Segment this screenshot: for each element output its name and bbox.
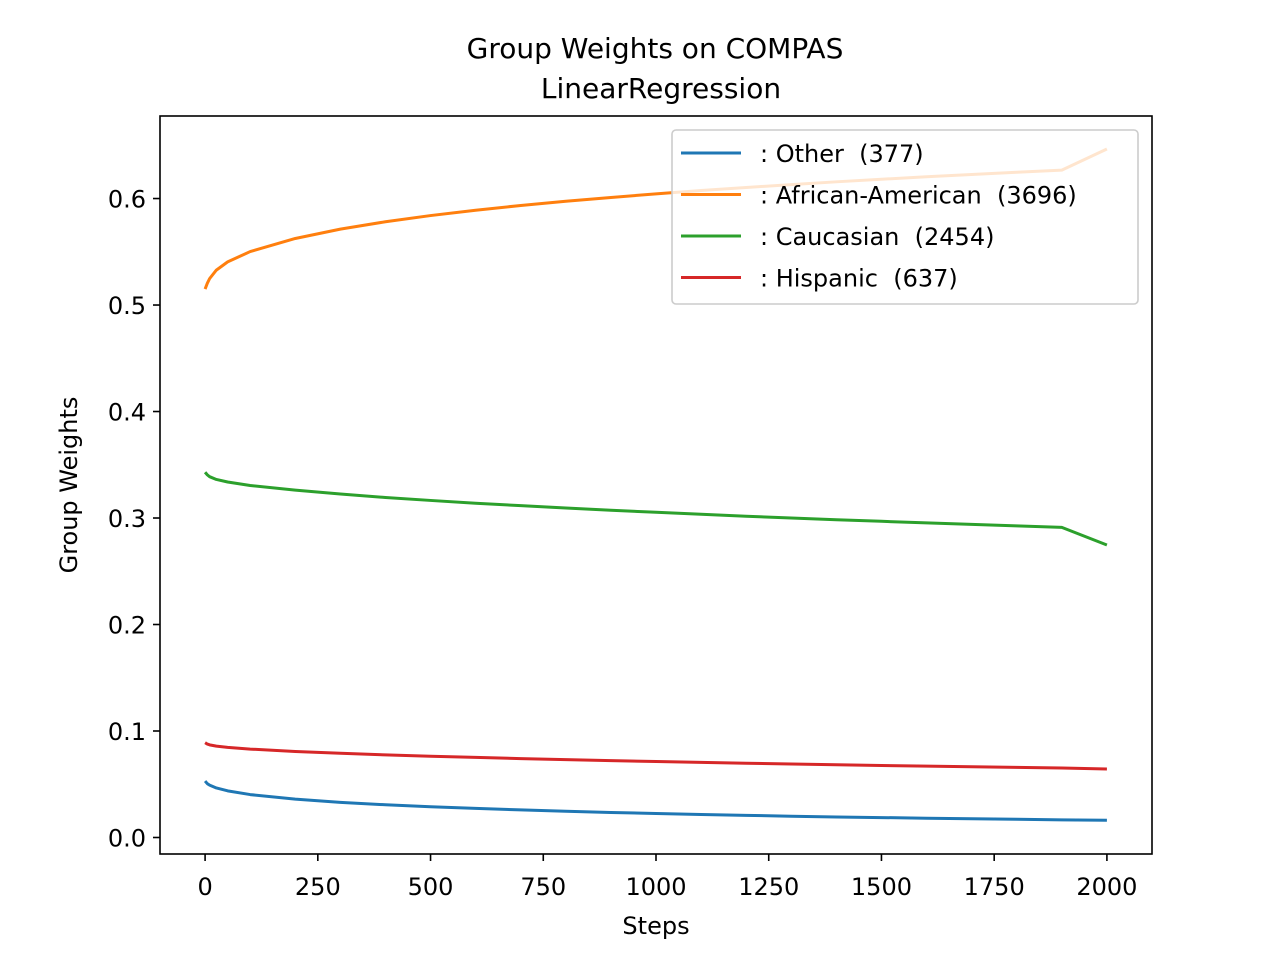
series-line-2 <box>203 471 1108 547</box>
y-tick-label: 0.5 <box>108 292 146 320</box>
legend-items: : Other (377) : African-American (3696) : … <box>681 140 1077 293</box>
legend-label-3: : Hispanic (637) <box>760 265 958 293</box>
x-tick-label: 500 <box>408 873 454 901</box>
y-tick-label: 0.1 <box>108 718 146 746</box>
x-tick-label: 250 <box>295 873 341 901</box>
y-tick-label: 0.4 <box>108 399 146 427</box>
series-line-3 <box>204 741 1107 771</box>
y-axis-label: Group Weights <box>55 397 83 574</box>
x-tick-label: 1250 <box>738 873 799 901</box>
y-tick-label: 0.3 <box>108 505 146 533</box>
x-tick-label: 1750 <box>964 873 1025 901</box>
x-tick-label: 2000 <box>1076 873 1137 901</box>
chart-title: Group Weights on COMPAS <box>467 32 844 65</box>
x-tick-label: 0 <box>197 873 212 901</box>
x-axis-label: Steps <box>622 912 689 940</box>
legend-label-1: : African-American (3696) <box>760 182 1077 210</box>
series-layer <box>203 147 1108 822</box>
legend-label-2: : Caucasian (2454) <box>760 223 994 251</box>
y-tick-label: 0.6 <box>108 186 146 214</box>
x-tick-label: 750 <box>520 873 566 901</box>
x-tick-label: 1000 <box>625 873 686 901</box>
y-tick-label: 0.2 <box>108 612 146 640</box>
legend: : Other (377) : African-American (3696) : … <box>671 129 1139 305</box>
series-line-0 <box>203 780 1107 822</box>
chart-subtitle: LinearRegression <box>541 72 781 105</box>
x-axis: 0 250 500 750 1000 1250 1500 1750 2000 <box>197 854 1137 901</box>
y-axis: 0.0 0.1 0.2 0.3 0.4 0.5 0.6 <box>108 186 160 852</box>
x-tick-label: 1500 <box>851 873 912 901</box>
legend-box <box>671 129 1139 305</box>
y-tick-label: 0.0 <box>108 824 146 852</box>
legend-label-0: : Other (377) <box>760 140 924 168</box>
